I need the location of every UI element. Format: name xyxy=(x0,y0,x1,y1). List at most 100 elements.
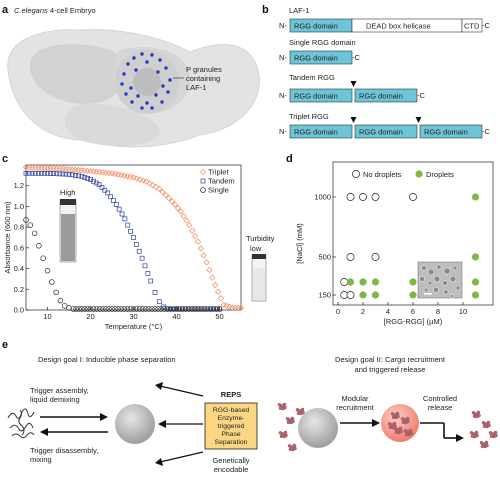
c-point-0-11-0 xyxy=(194,238,202,245)
c-legend-label-0: Triplet xyxy=(208,168,229,177)
cargo-in-droplet-0 xyxy=(390,411,400,420)
c-point-2-15-0 xyxy=(130,306,137,312)
cargo-released-3-bead-4 xyxy=(480,444,485,448)
d-point-0-4 xyxy=(346,253,355,261)
cargo-released-3-bead-2 xyxy=(479,441,484,445)
genetic-2: encodable xyxy=(214,465,249,474)
construct-triplet-c: -C xyxy=(482,127,490,136)
c-series-single xyxy=(23,217,223,312)
granule-7 xyxy=(120,82,124,86)
triplet-rgg1-label: RGG domain xyxy=(294,128,338,137)
c-point-1-17-4 xyxy=(207,306,213,312)
c-point-1-0-4 xyxy=(35,170,41,176)
cargo-released-1-bead-2 xyxy=(481,421,486,425)
cargo-in-droplet-2 xyxy=(393,426,403,435)
c-point-2-18-3 xyxy=(204,306,210,312)
c-point-1-17-5 xyxy=(211,306,216,312)
c-point-1-0-1 xyxy=(26,170,32,176)
micrograph-scale-bar xyxy=(424,293,432,295)
panel-d-label: d xyxy=(286,153,293,165)
c-point-1-1-1 xyxy=(48,171,53,176)
genetic-1: Genetically xyxy=(212,456,249,465)
d-point-1-10 xyxy=(471,291,480,299)
c-point-2-3-0 xyxy=(36,243,42,249)
c-point-2-17-3 xyxy=(182,306,189,312)
cargo-in-droplet-0-bead-4 xyxy=(391,415,396,419)
granule-22 xyxy=(154,93,158,97)
chart-c-ylabel: Absorbance (600 nm) xyxy=(3,201,12,274)
d-point-0-0 xyxy=(346,193,355,201)
tandem-rgg1-label: RGG domain xyxy=(294,92,338,101)
d-ytick-label-2: 1000 xyxy=(314,193,331,202)
d-point-0-8 xyxy=(346,291,355,299)
cargo-released-0-bead-4 xyxy=(472,414,477,418)
cargo-in-droplet-0-bead-5 xyxy=(396,414,400,419)
c-point-2-13-1 xyxy=(90,306,97,312)
cargo-in-droplet-4-bead-5 xyxy=(393,424,397,429)
c-point-2-14-6 xyxy=(127,306,134,312)
c-point-2-16-5 xyxy=(167,306,174,312)
cargo-released-2-bead-2 xyxy=(469,431,474,435)
d-point-1-6 xyxy=(471,278,480,286)
cuvette-low xyxy=(251,254,267,302)
cuvette-high xyxy=(59,199,77,263)
cargo-released-0-bead-2 xyxy=(471,411,476,415)
cargo-in-droplet-1-bead-5 xyxy=(406,419,410,424)
embryo-illustration xyxy=(7,29,260,148)
d-point-1-5 xyxy=(409,278,417,286)
c-point-1-10-2 xyxy=(145,271,151,276)
micro-droplet-6 xyxy=(427,280,433,286)
d-point-1-7 xyxy=(359,291,367,299)
c-point-2-18-5 xyxy=(210,306,217,312)
cuvette-high-label: High xyxy=(60,188,75,197)
p-granules-label-3: LAF-1 xyxy=(186,83,206,92)
cargo-in-droplet-4 xyxy=(387,421,397,430)
c-point-1-10-0 xyxy=(139,255,145,261)
c-point-0-9-2 xyxy=(183,217,190,224)
goal-2-title-2: and triggered release xyxy=(355,365,426,374)
cargo-released-1 xyxy=(481,420,491,429)
reps-arrowhead-3 xyxy=(155,458,163,466)
micro-droplet-13 xyxy=(443,289,449,295)
c-xtick-label-0: 10 xyxy=(43,312,51,321)
c-point-0-15-1 xyxy=(232,304,239,312)
granule-13 xyxy=(166,90,170,94)
c-point-2-13-5 xyxy=(103,306,109,312)
tandem-rgg2-label: RGG domain xyxy=(359,92,403,101)
reps-line-5: Separation xyxy=(215,439,248,446)
cargo-in-droplet-1-bead-1 xyxy=(405,416,410,421)
granule-18 xyxy=(161,84,165,88)
micro-droplet-4 xyxy=(452,265,458,271)
c-ytick-label-0: 0.0 xyxy=(14,306,24,315)
cargo-left-3-bead-4 xyxy=(288,447,293,451)
d-point-0-1 xyxy=(359,193,367,201)
construct-tandem-c: -C xyxy=(417,91,425,100)
cargo-released-4-bead-5 xyxy=(494,433,498,438)
c-ytick-label-2: 0.4 xyxy=(14,264,24,273)
c-point-2-1-0 xyxy=(27,222,34,228)
c-point-2-18-6 xyxy=(213,306,220,312)
cargo-released-4-bead-2 xyxy=(488,431,493,435)
droplet-with-cargo xyxy=(381,404,419,442)
c-point-0-8-1 xyxy=(171,201,179,208)
c-point-2-16-6 xyxy=(170,306,177,312)
c-point-1-3-0 xyxy=(79,174,85,179)
c-point-2-14-3 xyxy=(118,306,124,312)
micro-droplet-12 xyxy=(433,287,439,293)
c-point-1-8-1 xyxy=(125,222,131,228)
c-point-2-11-2 xyxy=(76,306,82,312)
cargo-left-2-bead-2 xyxy=(278,431,283,435)
cargo-left-4-bead-5 xyxy=(301,410,305,415)
triplet-rgg-domain-2 xyxy=(354,124,418,139)
c-point-0-14-2 xyxy=(226,303,233,310)
triplet-linker-marker-2 xyxy=(415,117,422,123)
cargo-left-2 xyxy=(278,430,288,439)
cargo-left-cluster xyxy=(277,402,305,452)
c-legend-marker-0 xyxy=(199,168,207,176)
c-point-1-16-0 xyxy=(174,306,179,312)
cargo-left-3-bead-5 xyxy=(293,446,297,451)
c-point-0-9-0 xyxy=(177,208,184,215)
reps-arrow-3 xyxy=(159,451,204,463)
recruitment-arrowhead xyxy=(372,419,380,427)
cargo-released-0 xyxy=(471,410,481,419)
